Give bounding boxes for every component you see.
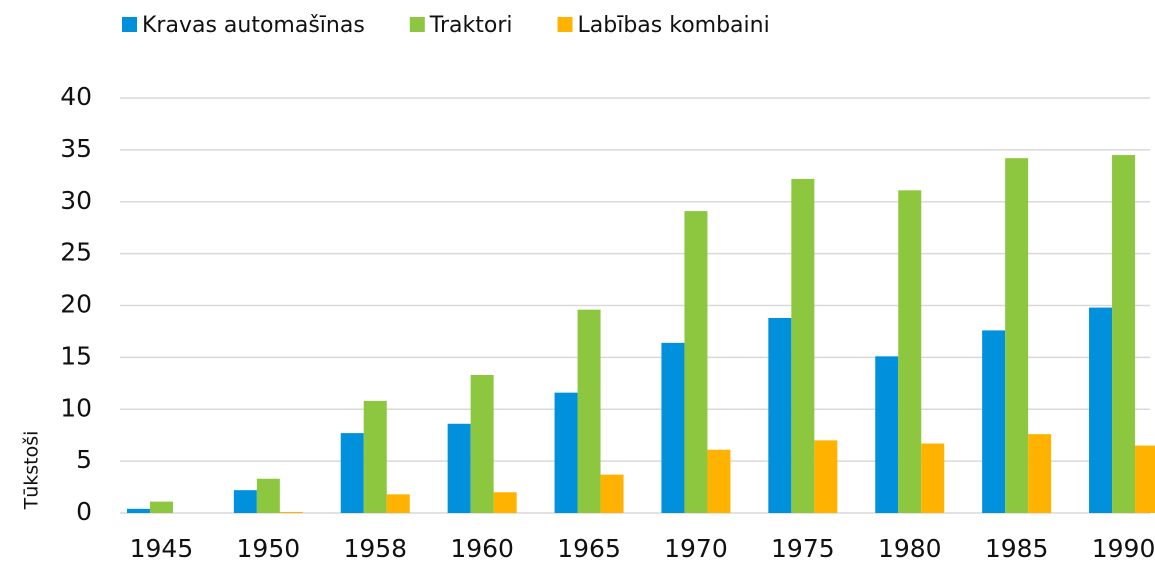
x-tick-label: 1990: [1092, 534, 1155, 563]
x-tick-label: 1958: [343, 534, 407, 563]
y-tick-label: 0: [76, 497, 92, 526]
bar: [814, 440, 838, 513]
bar: [684, 211, 708, 513]
bar: [898, 190, 922, 513]
legend-swatch: [409, 17, 425, 32]
bar: [554, 392, 578, 513]
bar: [768, 317, 792, 513]
x-tick-label: 1960: [450, 534, 514, 563]
bar: [126, 508, 150, 513]
bar: [1089, 307, 1113, 513]
bar: [982, 330, 1006, 513]
bar: [279, 511, 303, 513]
y-tick-label: 25: [60, 238, 92, 267]
y-axis-label: Tūkstoši: [21, 431, 43, 511]
legend-label: Traktori: [429, 13, 513, 38]
y-tick-label: 20: [60, 290, 92, 319]
y-tick-label: 40: [60, 82, 92, 111]
legend-label: Kravas automašīnas: [142, 13, 365, 38]
y-tick-label: 15: [60, 341, 92, 370]
bar: [1028, 434, 1052, 513]
bar: [340, 433, 364, 513]
x-tick-label: 1985: [985, 534, 1049, 563]
x-tick-label: 1965: [557, 534, 621, 563]
y-tick-label: 10: [60, 393, 92, 422]
bar: [149, 501, 173, 513]
bar: [386, 494, 410, 513]
x-tick-label: 1980: [878, 534, 942, 563]
legend-swatch: [557, 17, 573, 32]
bar: [921, 443, 945, 513]
bar: [1112, 155, 1136, 513]
legend-swatch: [122, 17, 137, 32]
x-tick-label: 1950: [237, 534, 301, 563]
bar: [233, 490, 257, 513]
bar: [256, 478, 280, 513]
y-tick-label: 5: [76, 445, 92, 474]
bar: [447, 423, 471, 513]
y-tick-label: 35: [60, 134, 92, 163]
bar: [363, 400, 387, 513]
y-tick-label: 30: [60, 186, 92, 215]
bar: [707, 449, 731, 513]
bar: [577, 309, 601, 513]
bar: [661, 342, 685, 513]
x-tick-label: 1945: [130, 534, 194, 563]
x-tick-label: 1970: [664, 534, 728, 563]
bar: [470, 375, 494, 513]
bar: [791, 178, 815, 514]
x-tick-label: 1975: [771, 534, 835, 563]
bar: [875, 356, 899, 513]
bar: [1135, 445, 1155, 513]
bar: [600, 474, 624, 513]
legend-label: Labības kombaini: [578, 13, 770, 38]
bar: [493, 492, 517, 513]
bar: [1005, 158, 1029, 514]
